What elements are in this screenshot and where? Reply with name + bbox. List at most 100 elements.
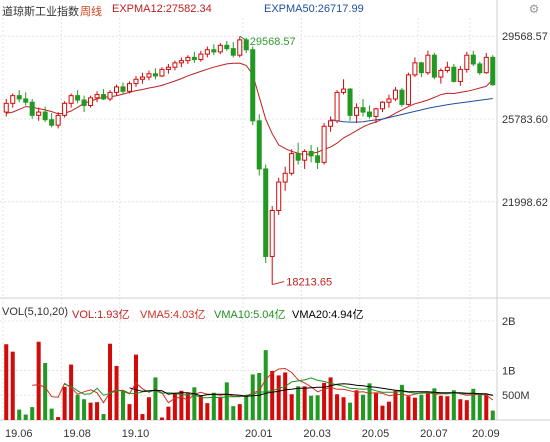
volume-bars	[4, 341, 495, 420]
candle	[191, 51, 197, 63]
volume-bar	[159, 417, 164, 420]
candle	[120, 82, 126, 94]
series-line-expma12	[6, 62, 494, 156]
gear-icon[interactable]: ⚙	[528, 2, 540, 16]
volume-bar	[484, 394, 489, 420]
candle	[152, 68, 158, 80]
candle-body	[321, 125, 327, 163]
volume-bar	[185, 393, 190, 420]
ema12-label: EXPMA12:27582.34	[112, 3, 212, 15]
candle-body	[217, 44, 223, 53]
volume-bar	[348, 402, 353, 420]
volume-bar	[82, 399, 87, 420]
vma20-label: VMA20:4.94亿	[292, 309, 364, 321]
time-tick-label: 20.07	[420, 428, 448, 440]
candle-body	[289, 153, 295, 174]
candle-body	[263, 168, 269, 257]
price-tick-label: 21998.62	[502, 197, 548, 209]
volume-axis: 2B 1B 500M	[502, 316, 530, 402]
volume-bar	[10, 351, 15, 420]
candle	[477, 61, 483, 75]
candle-body	[256, 120, 262, 170]
candle	[211, 44, 217, 56]
candle-body	[276, 181, 282, 211]
period-label[interactable]: 周线	[80, 6, 102, 18]
candle	[425, 50, 431, 75]
volume-bar	[211, 392, 216, 420]
time-tick-label: 19.10	[122, 428, 150, 440]
candle-body	[114, 86, 120, 93]
candle	[308, 144, 314, 163]
candle	[457, 66, 463, 86]
candle	[94, 91, 100, 103]
candle-body	[159, 68, 165, 77]
candle	[366, 105, 373, 119]
candle-body	[230, 48, 236, 56]
candle-body	[23, 98, 29, 103]
candle	[36, 107, 42, 121]
candle	[470, 50, 476, 67]
candle-body	[315, 155, 321, 163]
candle	[444, 61, 450, 73]
candle	[321, 123, 327, 165]
candle	[224, 40, 230, 51]
candle-body	[360, 107, 366, 113]
candle	[146, 70, 152, 81]
volume-bar	[120, 391, 126, 420]
candle	[269, 206, 275, 285]
candle	[133, 75, 139, 87]
volume-bar	[263, 350, 268, 420]
volume-bar	[30, 407, 35, 420]
candle	[438, 68, 444, 84]
volume-bar	[237, 404, 242, 420]
candle-body	[178, 60, 184, 64]
candle-body	[354, 107, 360, 116]
time-tick-label: 20.03	[303, 428, 331, 440]
candles	[3, 36, 496, 285]
volume-tick-label: 1B	[502, 365, 515, 377]
candle	[483, 53, 489, 74]
series-line-expma50	[330, 98, 493, 123]
candle	[431, 53, 437, 80]
candle-body	[470, 54, 476, 65]
candle-body	[341, 88, 347, 93]
volume-bar	[464, 400, 469, 420]
candle-body	[107, 91, 113, 100]
candle	[263, 164, 269, 263]
candle-body	[133, 78, 139, 85]
candle-body	[438, 70, 444, 78]
candle	[42, 106, 48, 122]
volume-bar	[127, 404, 132, 420]
volume-bar	[146, 397, 151, 420]
candle-body	[399, 89, 405, 105]
candle-body	[101, 94, 107, 100]
candle	[62, 101, 68, 118]
candle-body	[269, 210, 275, 257]
candle	[3, 98, 9, 117]
candle-body	[302, 150, 308, 161]
volume-bar	[335, 394, 340, 420]
candle-body	[431, 54, 437, 78]
time-tick-label: 20.09	[472, 428, 500, 440]
candle	[302, 149, 308, 169]
candle	[204, 46, 210, 58]
candle	[178, 57, 184, 68]
candle-body	[295, 153, 301, 161]
candle-body	[483, 56, 489, 74]
candle-body	[49, 119, 55, 126]
time-tick-label: 19.08	[63, 428, 91, 440]
candle	[464, 51, 470, 73]
volume-bar	[133, 354, 138, 420]
volume-bar	[4, 344, 9, 420]
low-marker-line	[272, 281, 285, 286]
candle	[250, 46, 256, 126]
candle	[405, 72, 411, 106]
candle	[373, 107, 379, 123]
series-line-vma10	[64, 377, 493, 399]
candle-body	[62, 102, 68, 116]
time-tick-label: 20.01	[245, 428, 273, 440]
volume-bar	[373, 393, 379, 420]
volume-bar	[231, 406, 236, 420]
volume-bar	[23, 414, 28, 420]
candle	[295, 142, 301, 165]
